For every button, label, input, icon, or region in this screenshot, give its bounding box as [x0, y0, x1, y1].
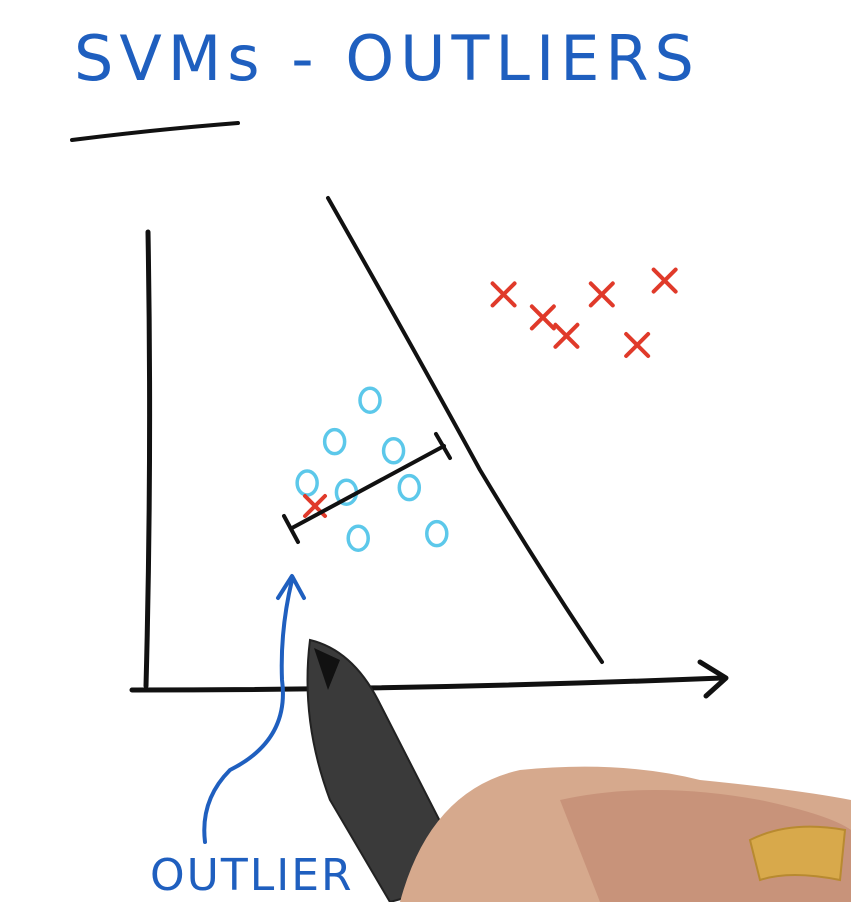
- y-axis: [143, 229, 153, 689]
- outlier-arrow: [202, 578, 294, 844]
- marker-hand-illustration: [306, 638, 851, 902]
- circle-point: [381, 437, 406, 465]
- outlier-label: OUTLIER: [150, 850, 354, 901]
- cross-point: [490, 281, 517, 308]
- circle-point: [322, 427, 347, 456]
- distance-bar: [282, 432, 452, 544]
- class-crosses-group: [490, 267, 678, 358]
- class-circles-group: [295, 386, 449, 552]
- cross-point: [651, 267, 678, 294]
- circle-point: [358, 386, 382, 414]
- cross-point: [553, 322, 580, 349]
- decision-boundary: [326, 196, 604, 664]
- outlier-arrowhead: [276, 574, 306, 600]
- circle-point: [346, 524, 370, 552]
- cross-point: [624, 332, 651, 358]
- circle-point: [425, 519, 449, 548]
- title-underline: [70, 121, 240, 142]
- x-axis-arrowhead: [697, 659, 729, 699]
- x-axis: [129, 675, 725, 693]
- title-text: SVMs - OUTLIERS: [74, 22, 700, 95]
- circle-point: [397, 473, 422, 502]
- cross-point: [588, 281, 615, 308]
- circle-point: [295, 469, 319, 497]
- cross-point: [529, 304, 556, 331]
